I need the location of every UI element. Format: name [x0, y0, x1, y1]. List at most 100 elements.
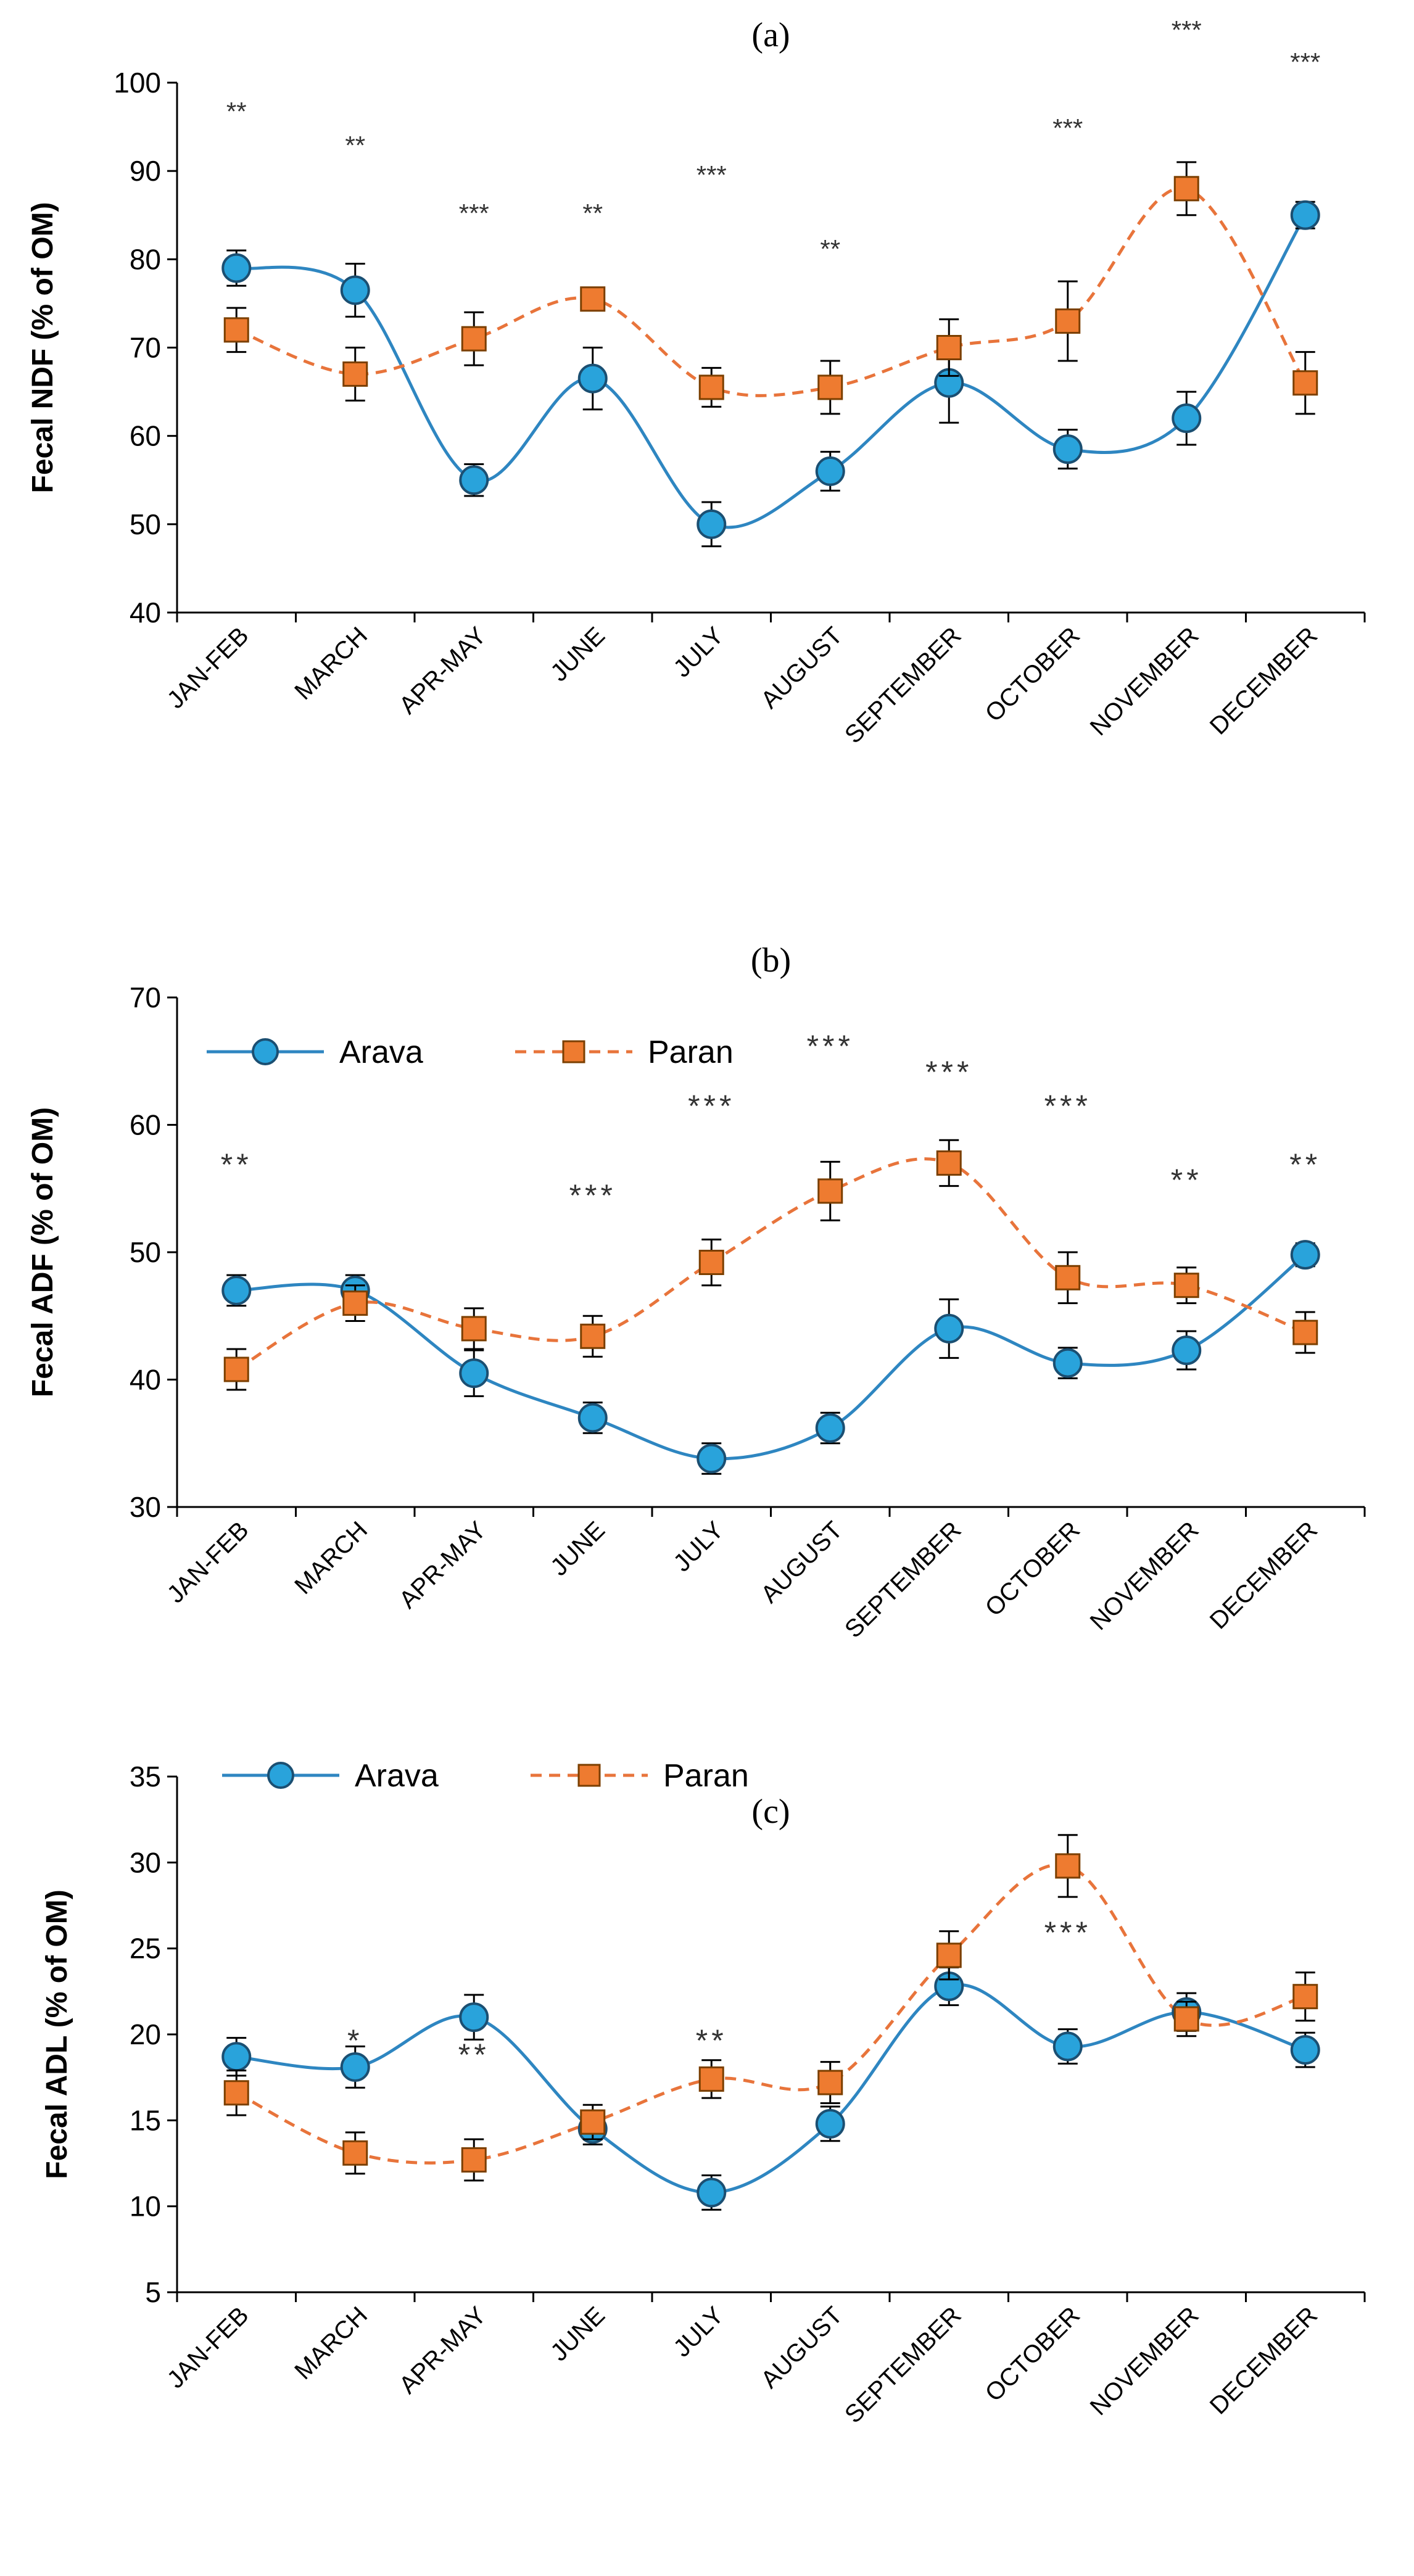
data-point-paran	[580, 1323, 606, 1349]
legend-marker-arava	[267, 1762, 294, 1789]
x-tick-label: JAN-FEB	[162, 2301, 254, 2393]
x-tick-label: SEPTEMBER	[840, 2301, 967, 2429]
x-tick-label: JUNE	[545, 622, 610, 687]
x-tick-label: MARCH	[289, 2301, 373, 2385]
data-point-arava	[697, 1443, 727, 1474]
chart-title: (c)	[751, 1793, 790, 1831]
data-point-arava	[697, 509, 727, 539]
x-tick-label: NOVEMBER	[1085, 2301, 1204, 2421]
data-point-arava	[459, 2002, 489, 2033]
y-tick-label: 60	[130, 1109, 161, 1141]
x-tick-label: APR-MAY	[394, 622, 492, 719]
y-tick-label: 25	[130, 1933, 161, 1965]
significance-mark: ***	[925, 1055, 972, 1089]
x-tick-label: DECEMBER	[1205, 2301, 1323, 2419]
significance-mark: ***	[569, 1178, 616, 1213]
legend-marker-arava	[252, 1038, 279, 1065]
x-tick-label: AUGUST	[756, 1516, 848, 1608]
x-tick-label: NOVEMBER	[1085, 622, 1204, 741]
significance-mark: **	[345, 131, 365, 160]
data-point-paran	[698, 1250, 724, 1276]
data-point-arava	[577, 1403, 608, 1433]
series-line-paran	[236, 1157, 1306, 1371]
y-tick-label: 40	[130, 597, 161, 629]
data-point-paran	[342, 1290, 368, 1316]
y-tick-label: 70	[130, 981, 161, 1013]
data-point-paran	[936, 1150, 962, 1176]
significance-mark: **	[1171, 1163, 1202, 1197]
y-axis-label: Fecal ADF (% of OM)	[27, 1107, 59, 1397]
significance-mark: *	[347, 2023, 363, 2058]
significance-mark: ***	[688, 1089, 735, 1123]
data-point-paran	[1292, 1319, 1318, 1345]
data-point-arava	[815, 2108, 845, 2139]
legend-marker-paran	[562, 1040, 585, 1063]
significance-mark: **	[1289, 1147, 1321, 1182]
x-tick-label: AUGUST	[756, 622, 848, 714]
data-point-arava	[577, 363, 608, 394]
data-point-paran	[461, 2147, 487, 2173]
data-point-paran	[461, 326, 487, 352]
data-point-paran	[1292, 1984, 1318, 2010]
legend-label-arava: Arava	[339, 1034, 423, 1070]
x-tick-label: AUGUST	[756, 2301, 848, 2393]
data-point-arava	[1290, 1240, 1320, 1270]
significance-mark: ***	[1172, 15, 1202, 44]
data-point-paran	[1055, 308, 1081, 334]
chart-title: (a)	[751, 16, 790, 54]
data-point-paran	[936, 335, 962, 360]
y-tick-label: 70	[130, 332, 161, 364]
y-tick-label: 15	[130, 2104, 161, 2136]
legend: Arava Paran	[207, 1034, 734, 1070]
x-tick-label: OCTOBER	[980, 2301, 1085, 2406]
y-tick-label: 30	[130, 1846, 161, 1878]
y-tick-label: 50	[130, 508, 161, 540]
x-tick-label: JULY	[668, 622, 729, 682]
significance-mark: **	[221, 1147, 252, 1182]
x-tick-label: DECEMBER	[1205, 622, 1323, 740]
x-tick-label: MARCH	[289, 1516, 373, 1600]
significance-mark: ***	[1044, 1915, 1091, 1950]
data-point-paran	[580, 2109, 606, 2135]
data-point-arava	[1172, 1335, 1202, 1366]
data-point-paran	[698, 2066, 724, 2092]
y-tick-label: 40	[130, 1364, 161, 1396]
x-tick-label: JAN-FEB	[162, 622, 254, 714]
x-tick-label: JUNE	[545, 1516, 610, 1581]
significance-mark: **	[696, 2023, 727, 2058]
significance-mark: ***	[807, 1029, 854, 1063]
y-tick-label: 30	[130, 1491, 161, 1523]
y-tick-label: 60	[130, 420, 161, 452]
significance-mark: **	[458, 2037, 490, 2072]
data-point-paran	[461, 1316, 487, 1342]
data-point-paran	[817, 374, 843, 400]
y-tick-label: 10	[130, 2190, 161, 2223]
y-tick-label: 80	[130, 243, 161, 275]
data-point-paran	[817, 1178, 843, 1204]
data-point-paran	[223, 317, 249, 343]
significance-mark: ***	[1052, 114, 1083, 142]
data-point-arava	[459, 465, 489, 495]
data-point-arava	[1290, 200, 1320, 230]
significance-mark: ***	[1044, 1089, 1091, 1123]
y-axis-label: Fecal ADL (% of OM)	[41, 1889, 73, 2179]
data-point-paran	[223, 2080, 249, 2106]
data-point-paran	[936, 1942, 962, 1968]
y-tick-label: 20	[130, 2018, 161, 2050]
y-tick-label: 50	[130, 1236, 161, 1268]
data-point-paran	[223, 1356, 249, 1382]
y-tick-label: 35	[130, 1761, 161, 1793]
data-point-paran	[1173, 1273, 1199, 1298]
data-point-arava	[815, 1413, 845, 1443]
data-point-paran	[342, 2140, 368, 2166]
x-tick-label: OCTOBER	[980, 622, 1085, 727]
data-point-arava	[459, 1358, 489, 1389]
chart-panel-c: (c) Fecal ADL (% of OM) 5 10 15 20 25 30 35 JAN-F…	[41, 1758, 1366, 2429]
data-point-paran	[580, 286, 606, 312]
x-tick-label: JULY	[668, 2301, 729, 2362]
series-line-arava	[236, 1983, 1306, 2194]
data-point-paran	[1173, 2006, 1199, 2032]
y-tick-label: 5	[145, 2276, 161, 2308]
y-axis-label: Fecal NDF (% of OM)	[27, 202, 59, 493]
